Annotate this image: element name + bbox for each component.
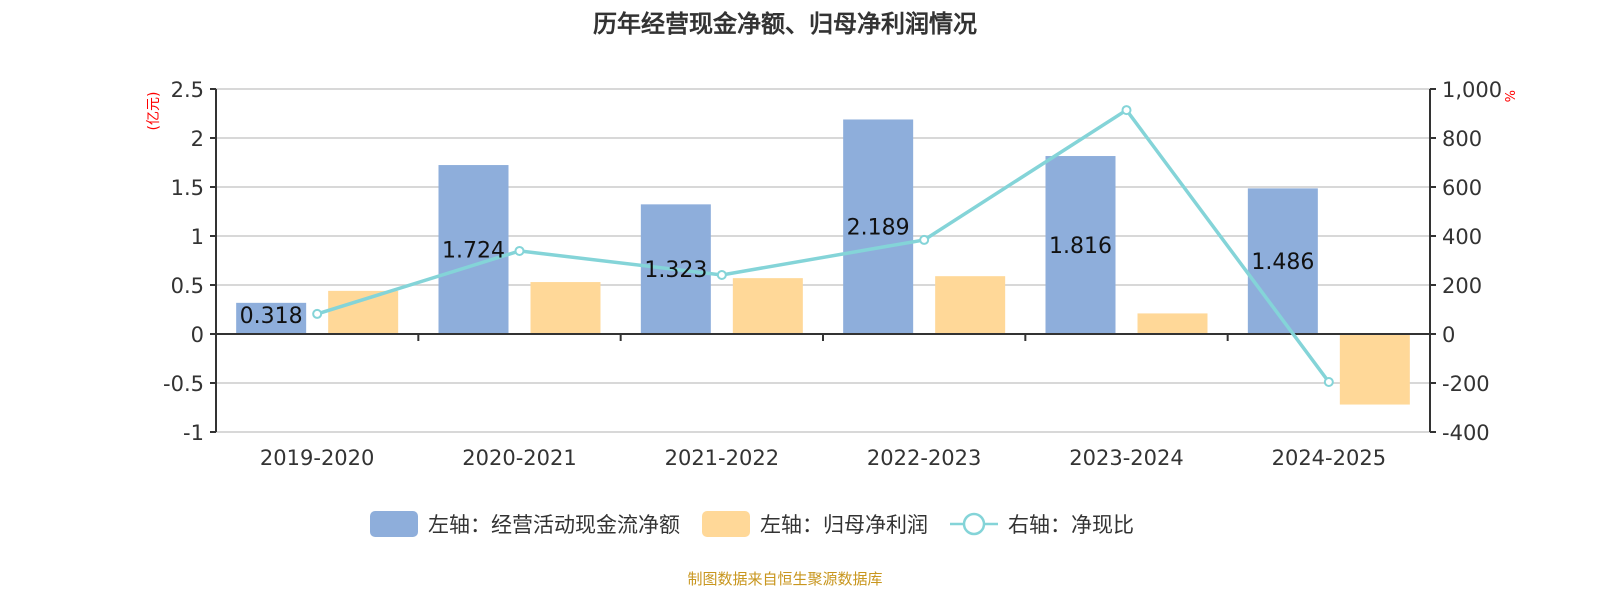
chart-title: 历年经营现金净额、归母净利润情况 (593, 10, 977, 38)
right-axis-unit: % (1501, 90, 1516, 102)
cashflow-data-label: 1.724 (442, 239, 505, 264)
cashflow-bar (1045, 156, 1116, 334)
left-tick-label: -1 (183, 421, 204, 445)
x-tick-label: 2022-2023 (867, 446, 981, 470)
right-tick-label: -200 (1442, 372, 1490, 396)
legend-label: 左轴：归母净利润 (760, 513, 928, 537)
left-axis-unit: (亿元) (146, 92, 162, 131)
ratio-point (1323, 377, 1334, 388)
legend-swatch (370, 511, 418, 537)
legend-swatch (702, 511, 750, 537)
source-note: 制图数据来自恒生聚源数据库 (687, 570, 882, 588)
profit-bar (530, 282, 601, 334)
cashflow-bar (843, 119, 914, 334)
right-tick-label: 200 (1442, 274, 1482, 298)
left-tick-label: 0 (191, 323, 204, 347)
cashflow-data-label: 1.323 (644, 258, 707, 283)
ratio-point (514, 245, 525, 256)
cashflow-data-label: 0.318 (240, 304, 303, 329)
profit-bar (1339, 334, 1410, 405)
ratio-point (919, 234, 930, 245)
left-tick-label: 2 (191, 127, 204, 151)
legend-label: 右轴：净现比 (1008, 513, 1134, 537)
right-tick-label: 600 (1442, 176, 1482, 200)
cashflow-bar (1247, 188, 1318, 334)
profit-bar (935, 276, 1006, 334)
right-tick-label: 1,000 (1442, 78, 1502, 102)
left-tick-label: 1.5 (171, 176, 204, 200)
ratio-point (312, 308, 323, 319)
ratio-point (716, 269, 727, 280)
cashflow-bar (438, 165, 509, 334)
x-tick-label: 2024-2025 (1272, 446, 1386, 470)
right-tick-label: -400 (1442, 421, 1490, 445)
profit-bar (732, 278, 803, 334)
right-tick-label: 0 (1442, 323, 1455, 347)
x-tick-label: 2021-2022 (665, 446, 779, 470)
cashflow-data-label: 2.189 (847, 216, 910, 241)
legend-marker (962, 512, 986, 536)
x-tick-label: 2023-2024 (1069, 446, 1183, 470)
left-tick-label: 0.5 (171, 274, 204, 298)
ratio-point (1121, 105, 1132, 116)
profit-bar (1137, 313, 1208, 334)
right-tick-label: 400 (1442, 225, 1482, 249)
left-tick-label: 2.5 (171, 78, 204, 102)
ratio-line (316, 107, 1331, 384)
cashflow-bar (236, 302, 307, 334)
cashflow-data-label: 1.486 (1251, 250, 1314, 275)
profit-bar (328, 290, 399, 334)
right-tick-label: 800 (1442, 127, 1482, 151)
left-tick-label: -0.5 (163, 372, 204, 396)
x-tick-label: 2020-2021 (462, 446, 576, 470)
legend-label: 左轴：经营活动现金流净额 (428, 513, 680, 537)
cashflow-data-label: 1.816 (1049, 234, 1112, 259)
x-tick-label: 2019-2020 (260, 446, 374, 470)
left-tick-label: 1 (191, 225, 204, 249)
